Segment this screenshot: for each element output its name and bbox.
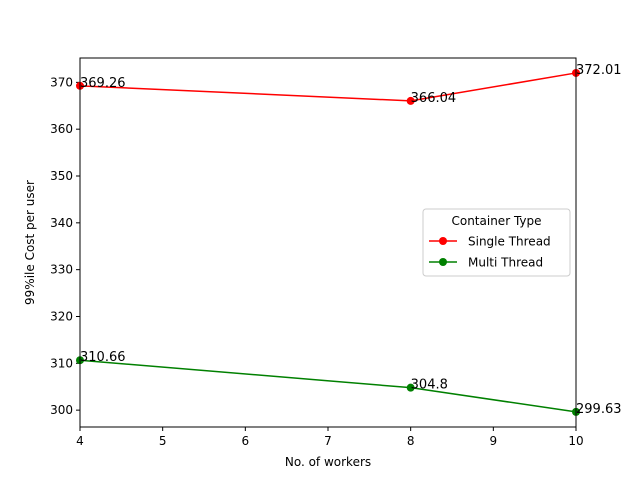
y-tick-label: 330 [50,263,73,277]
data-labels: 369.26 366.04 372.01 310.66 304.8 299.63 [80,63,622,417]
x-axis-label: No. of workers [285,455,371,469]
y-tick-label: 320 [50,309,73,323]
legend-label-single-thread: Single Thread [468,235,551,249]
y-tick-label: 370 [50,75,73,89]
x-tick-label: 6 [242,434,250,448]
data-point-single-thread [406,96,415,105]
y-axis-ticks: 300 310 320 330 340 350 360 370 [50,75,80,417]
data-label-multi-thread: 310.66 [80,350,126,365]
legend-box [422,208,571,277]
data-label-single-thread: 366.04 [411,91,457,106]
y-tick-label: 350 [50,169,73,183]
x-tick-label: 7 [324,434,332,448]
legend-entry-multi-thread: Multi Thread [429,256,543,270]
data-label-multi-thread: 299.63 [576,402,622,417]
series-layer [76,68,580,416]
y-tick-label: 360 [50,122,73,136]
legend-label-multi-thread: Multi Thread [468,256,543,270]
legend-entry-single-thread: Single Thread [429,235,551,249]
legend: Container Type Single Thread Multi Thread [422,208,571,277]
x-tick-label: 4 [76,434,84,448]
series-multi-thread [76,356,580,416]
legend-marker-single-thread [439,237,447,245]
x-tick-label: 9 [490,434,498,448]
data-label-single-thread: 369.26 [80,76,126,91]
x-tick-label: 8 [407,434,415,448]
y-tick-label: 310 [50,356,73,370]
data-label-single-thread: 372.01 [576,63,622,78]
y-tick-label: 340 [50,216,73,230]
x-axis-ticks: 4 5 6 7 8 9 10 [76,427,584,448]
x-tick-label: 5 [159,434,167,448]
y-axis-label: 99%ile Cost per user [23,180,37,305]
legend-entries: Single Thread Multi Thread [429,235,551,270]
data-label-multi-thread: 304.8 [411,378,448,393]
legend-title: Container Type [451,214,541,228]
data-point-multi-thread [406,383,415,392]
y-tick-label: 300 [50,403,73,417]
x-tick-label: 10 [568,434,583,448]
plot-frame [79,57,577,428]
legend-marker-multi-thread [439,258,447,266]
